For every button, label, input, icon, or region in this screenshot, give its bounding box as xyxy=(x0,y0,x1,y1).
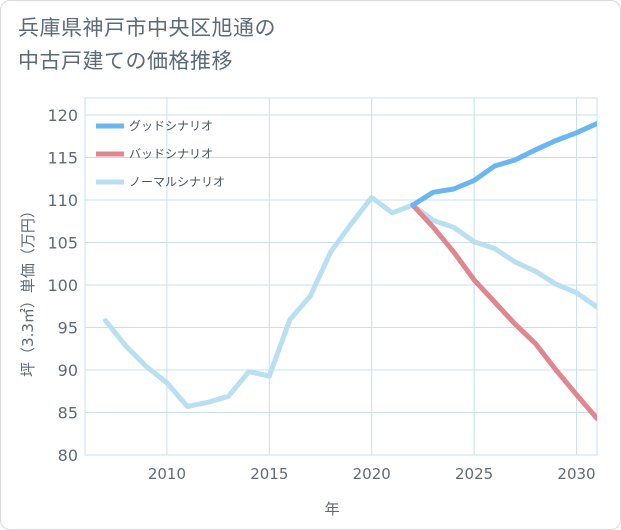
y-tick-label: 95 xyxy=(58,319,78,338)
legend-label: バッドシナリオ xyxy=(129,147,213,161)
chart-title-line-1: 兵庫県神戸市中央区旭通の xyxy=(18,16,276,40)
legend-label: グッドシナリオ xyxy=(129,119,213,133)
y-tick-label: 120 xyxy=(47,106,78,125)
x-tick-label: 2015 xyxy=(250,465,288,483)
y-tick-label: 110 xyxy=(47,191,78,210)
y-tick-label: 115 xyxy=(47,149,78,168)
x-tick-label: 2010 xyxy=(148,465,186,483)
x-tick-label: 2025 xyxy=(455,465,493,483)
series-line-1 xyxy=(410,121,597,208)
y-tick-label: 90 xyxy=(58,361,78,380)
legend-label: ノーマルシナリオ xyxy=(129,175,225,189)
x-axis-ticks: 2010 2015 2020 2025 2030 xyxy=(148,465,596,483)
series-lines xyxy=(103,121,597,421)
series-line-2 xyxy=(410,202,597,421)
y-tick-label: 100 xyxy=(47,276,78,295)
y-tick-label: 80 xyxy=(58,446,78,465)
x-axis-label: 年 xyxy=(324,500,339,518)
chart-title: 兵庫県神戸市中央区旭通の 中古戸建ての価格推移 xyxy=(18,12,276,78)
y-tick-label: 85 xyxy=(58,404,78,423)
y-tick-label: 105 xyxy=(47,234,78,253)
chart-title-line-2: 中古戸建ての価格推移 xyxy=(18,49,233,73)
grid-lines xyxy=(84,97,598,456)
series-line-3 xyxy=(103,195,597,409)
x-tick-label: 2030 xyxy=(557,465,595,483)
y-axis-ticks: 80 85 90 95 100 105 110 115 120 xyxy=(47,106,78,465)
y-axis-label: 坪（3.3㎡）単価（万円） xyxy=(19,203,37,377)
x-tick-label: 2020 xyxy=(353,465,391,483)
